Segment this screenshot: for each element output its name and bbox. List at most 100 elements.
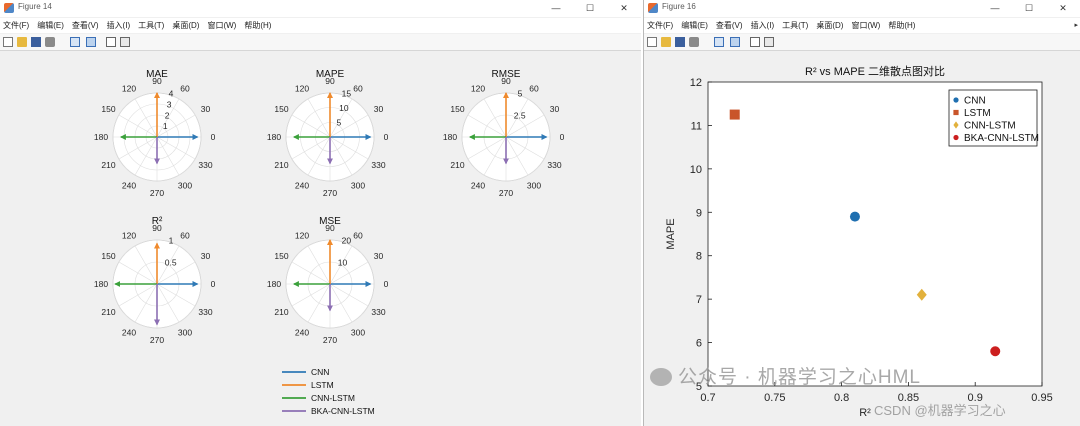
polar-grid-spoke [156, 261, 196, 285]
angle-label: 0 [211, 279, 216, 289]
insert-colorbar-icon[interactable] [730, 37, 740, 47]
menu-view[interactable]: 查看(V) [715, 21, 743, 30]
menu-desktop[interactable]: 桌面(D) [816, 21, 844, 30]
menu-insert[interactable]: 插入(I) [750, 21, 775, 30]
edit-plot-icon[interactable] [106, 37, 116, 47]
menu-window[interactable]: 窗口(W) [207, 21, 237, 30]
polar-grid-spoke [307, 283, 331, 323]
radial-tick-label: 5 [337, 118, 342, 128]
new-figure-icon[interactable] [3, 37, 13, 47]
menu-help[interactable]: 帮助(H) [244, 21, 272, 30]
angle-label: 330 [198, 160, 212, 170]
polar-grid-spoke [483, 136, 507, 176]
link-plot-icon[interactable] [714, 37, 724, 47]
edit-plot-icon[interactable] [750, 37, 760, 47]
polar-grid-spoke [329, 136, 353, 176]
menu-tools[interactable]: 工具(T) [782, 21, 809, 30]
polar-grid-spoke [156, 245, 180, 285]
radial-tick-label: 10 [338, 257, 348, 267]
angle-label: 270 [323, 335, 337, 345]
toolbar [0, 34, 641, 51]
open-file-icon[interactable] [17, 37, 27, 47]
menu-edit[interactable]: 编辑(E) [37, 21, 64, 30]
angle-label: 180 [443, 132, 457, 142]
polar-grid-spoke [118, 136, 158, 160]
menu-file[interactable]: 文件(F) [3, 21, 30, 30]
maximize-button[interactable]: ☐ [585, 3, 595, 13]
minimize-button[interactable]: — [990, 3, 1000, 13]
menu-file[interactable]: 文件(F) [647, 21, 674, 30]
legend-marker [953, 97, 959, 103]
polar-plot-3: 0 30 60 90 120 150 180 210 240 270 300 330 RMSE 2.5 5 [443, 69, 565, 198]
print-icon[interactable] [689, 37, 699, 47]
polar-plot-title: R² [152, 216, 163, 227]
save-icon[interactable] [31, 37, 41, 47]
angle-label: 60 [353, 231, 363, 241]
menubar: 文件(F) 编辑(E) 查看(V) 插入(I) 工具(T) 桌面(D) 窗口(W) 帮助(H) [0, 18, 641, 33]
radial-tick-label: 2.5 [514, 110, 526, 120]
x-tick-label: 0.75 [764, 392, 785, 404]
radial-tick-label: 5 [518, 89, 523, 99]
polar-grid-spoke [291, 114, 331, 138]
menu-desktop[interactable]: 桌面(D) [172, 21, 200, 30]
close-button[interactable]: ✕ [1059, 3, 1067, 13]
watermark-text: 公众号 · 机器学习之心HML [678, 367, 922, 388]
polar-grid-spoke [156, 283, 196, 307]
angle-label: 120 [295, 231, 309, 241]
property-inspector-icon[interactable] [120, 37, 130, 47]
save-icon[interactable] [675, 37, 685, 47]
angle-label: 270 [323, 188, 337, 198]
legend-box [948, 89, 1038, 147]
close-button[interactable]: ✕ [620, 3, 628, 13]
angle-label: 150 [274, 104, 288, 114]
angle-label: 90 [501, 76, 511, 86]
window-title: Figure 16 [662, 2, 696, 11]
matlab-icon [4, 3, 14, 13]
angle-label: 120 [295, 84, 309, 94]
radial-tick-label: 3 [167, 100, 172, 110]
menu-view[interactable]: 查看(V) [71, 21, 99, 30]
x-tick-label: 0.85 [898, 392, 919, 404]
angle-label: 30 [374, 251, 384, 261]
link-plot-icon[interactable] [70, 37, 80, 47]
insert-colorbar-icon[interactable] [86, 37, 96, 47]
angle-label: 60 [180, 231, 190, 241]
angle-label: 150 [101, 104, 115, 114]
polar-grid-spoke [134, 245, 158, 285]
scatter-chart: R² vs MAPE 二维散点图对比 5 6 7 8 9 10 11 12 0.7 0.75 0.8 0… [665, 64, 1053, 419]
polar-grid-spoke [118, 283, 158, 307]
csdn-watermark: CSDN @机器学习之心 [874, 403, 1006, 418]
menu-window[interactable]: 窗口(W) [851, 21, 881, 30]
polar-grid-spoke [134, 283, 158, 323]
angle-label: 300 [527, 181, 541, 191]
angle-label: 240 [295, 181, 309, 191]
minimize-button[interactable]: — [551, 3, 561, 13]
polar-plot-2: 0 30 60 90 120 150 180 210 240 270 300 330 MAPE 5 10 15 [267, 69, 389, 198]
x-tick-label: 0.95 [1031, 392, 1052, 404]
menu-insert[interactable]: 插入(I) [106, 21, 131, 30]
angle-label: 300 [178, 181, 192, 191]
polar-grid-spoke [156, 114, 196, 138]
angle-label: 90 [325, 223, 335, 233]
angle-label: 210 [274, 160, 288, 170]
y-tick-label: 12 [690, 77, 702, 89]
data-point-cnn [849, 211, 860, 222]
radial-tick-label: 15 [342, 89, 352, 99]
menu-edit[interactable]: 编辑(E) [681, 21, 708, 30]
menu-tools[interactable]: 工具(T) [138, 21, 165, 30]
new-figure-icon[interactable] [647, 37, 657, 47]
radial-tick-label: 20 [342, 236, 352, 246]
polar-grid-spoke [467, 136, 507, 160]
y-tick-label: 9 [696, 207, 702, 219]
data-point-cnn-lstm [916, 288, 927, 301]
open-file-icon[interactable] [661, 37, 671, 47]
property-inspector-icon[interactable] [764, 37, 774, 47]
menu-overflow-icon[interactable]: ▸ [1074, 22, 1078, 29]
angle-label: 300 [178, 328, 192, 338]
radial-tick-label: 2 [165, 110, 170, 120]
angle-label: 120 [471, 84, 485, 94]
angle-label: 330 [547, 160, 561, 170]
menu-help[interactable]: 帮助(H) [888, 21, 916, 30]
maximize-button[interactable]: ☐ [1024, 3, 1034, 13]
print-icon[interactable] [45, 37, 55, 47]
